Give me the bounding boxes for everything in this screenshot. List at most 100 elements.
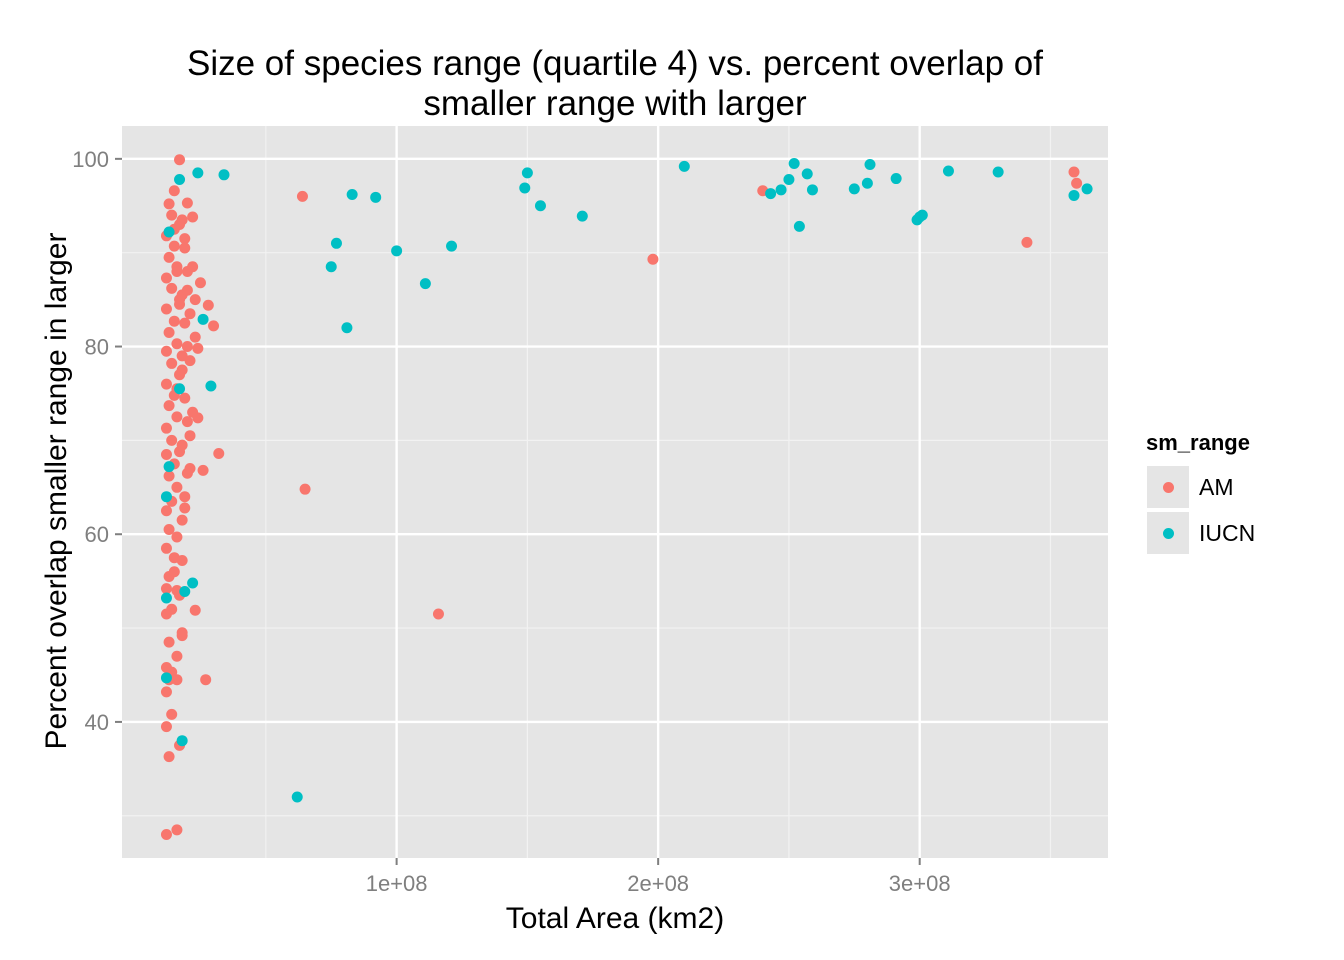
- legend-dot-am: [1162, 481, 1174, 493]
- point-am: [163, 326, 175, 338]
- point-am: [179, 317, 191, 329]
- point-am: [168, 185, 180, 197]
- point-am: [181, 197, 193, 209]
- point-am: [166, 357, 178, 369]
- point-am: [168, 566, 180, 578]
- point-am: [176, 364, 188, 376]
- point-iucn: [534, 200, 546, 212]
- point-iucn: [775, 184, 787, 196]
- legend-key-am: [1146, 465, 1190, 509]
- point-am: [160, 272, 172, 284]
- point-am: [200, 674, 212, 686]
- point-am: [160, 448, 172, 460]
- point-am: [168, 315, 180, 327]
- point-iucn: [1081, 183, 1093, 195]
- x-tick-label: 2e+08: [627, 871, 689, 896]
- x-axis-label: Total Area (km2): [505, 902, 725, 935]
- point-am: [176, 627, 188, 639]
- point-am: [197, 464, 209, 476]
- point-am: [171, 338, 183, 350]
- point-iucn: [391, 245, 403, 257]
- point-am: [179, 491, 191, 503]
- point-iucn: [174, 383, 186, 395]
- y-tick-label: 60: [85, 522, 109, 547]
- point-iucn: [801, 168, 813, 180]
- point-am: [163, 470, 175, 482]
- point-am: [176, 439, 188, 451]
- point-iucn: [218, 169, 230, 181]
- x-axis-ticks: 1e+08 2e+08 3e+08: [366, 858, 951, 896]
- legend-item-iucn: IUCN: [1146, 510, 1255, 556]
- point-am: [181, 284, 193, 296]
- point-am: [179, 233, 191, 245]
- legend-title: sm_range: [1146, 430, 1250, 455]
- point-iucn: [174, 173, 186, 185]
- point-am: [166, 209, 178, 221]
- point-iucn: [446, 240, 458, 252]
- chart-title-line-2: smaller range with larger: [423, 84, 807, 123]
- point-am: [171, 824, 183, 836]
- point-am: [1071, 177, 1083, 189]
- point-iucn: [916, 209, 928, 221]
- point-am: [176, 350, 188, 362]
- point-am: [296, 190, 308, 202]
- point-am: [160, 686, 172, 698]
- point-iucn: [765, 188, 777, 200]
- legend-dot-iucn: [1162, 527, 1174, 539]
- point-iucn: [942, 165, 954, 177]
- point-am: [166, 282, 178, 294]
- point-am: [160, 721, 172, 733]
- point-iucn: [160, 672, 172, 684]
- point-am: [176, 214, 188, 226]
- point-iucn: [861, 177, 873, 189]
- point-iucn: [325, 261, 337, 273]
- point-iucn: [192, 167, 204, 179]
- point-am: [171, 531, 183, 543]
- chart-title-line-1: Size of species range (quartile 4) vs. p…: [187, 44, 1043, 83]
- point-iucn: [370, 191, 382, 203]
- point-iucn: [576, 210, 588, 222]
- point-am: [166, 603, 178, 615]
- point-am: [179, 242, 191, 254]
- point-am: [181, 416, 193, 428]
- point-am: [163, 198, 175, 210]
- point-am: [1068, 166, 1080, 178]
- point-iucn: [197, 313, 209, 325]
- point-am: [160, 378, 172, 390]
- y-tick-label: 40: [85, 710, 109, 735]
- point-am: [171, 411, 183, 423]
- minor-gridlines: [122, 126, 1108, 858]
- point-am: [160, 422, 172, 434]
- point-am: [192, 342, 204, 354]
- point-am: [160, 829, 172, 841]
- point-iucn: [160, 491, 172, 503]
- legend-label-am: AM: [1199, 473, 1234, 500]
- point-am: [184, 430, 196, 442]
- series-iucn: [160, 158, 1093, 803]
- x-tick-label: 1e+08: [366, 871, 428, 896]
- point-iucn: [848, 183, 860, 195]
- point-am: [166, 434, 178, 446]
- point-iucn: [806, 184, 818, 196]
- point-am: [1021, 236, 1033, 248]
- point-am: [194, 277, 206, 289]
- point-iucn: [521, 167, 533, 179]
- y-axis-ticks: 40 60 80 100: [72, 147, 122, 735]
- point-am: [160, 583, 172, 595]
- point-am: [192, 412, 204, 424]
- point-am: [176, 514, 188, 526]
- point-iucn: [163, 461, 175, 473]
- point-iucn: [160, 592, 172, 604]
- point-iucn: [346, 189, 358, 201]
- point-am: [166, 708, 178, 720]
- point-am: [171, 265, 183, 277]
- point-iucn: [864, 158, 876, 170]
- point-am: [171, 481, 183, 493]
- legend-key-iucn: [1146, 511, 1190, 555]
- point-am: [181, 341, 193, 353]
- point-am: [163, 524, 175, 536]
- point-am: [189, 331, 201, 343]
- point-am: [160, 345, 172, 357]
- point-iucn: [176, 735, 188, 747]
